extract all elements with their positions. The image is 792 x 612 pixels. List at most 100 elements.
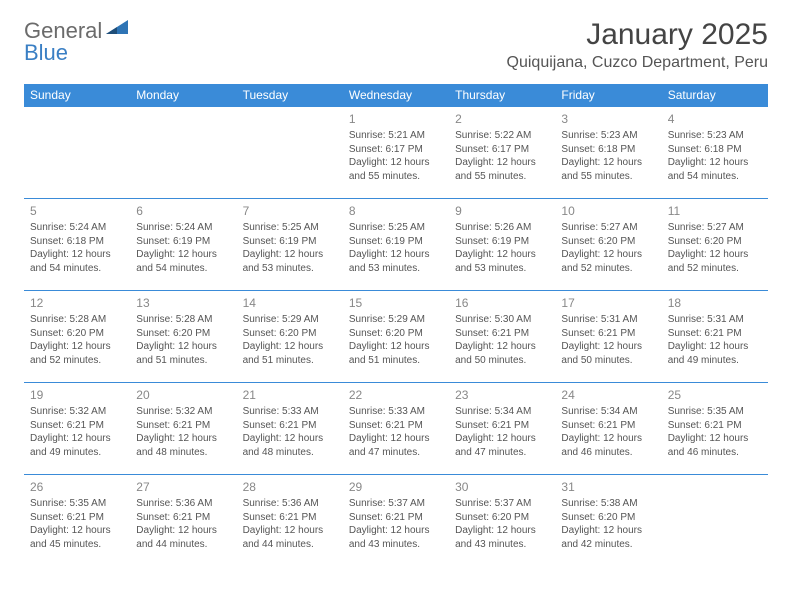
sunrise-line: Sunrise: 5:21 AM [349, 129, 443, 143]
daylight-line: Daylight: 12 hours and 43 minutes. [455, 524, 549, 551]
daylight-line: Daylight: 12 hours and 42 minutes. [561, 524, 655, 551]
day-number: 27 [136, 479, 230, 495]
calendar-day-cell: 5 Sunrise: 5:24 AMSunset: 6:18 PMDaylight… [24, 199, 130, 291]
calendar-day-cell: 3Sunrise: 5:23 AMSunset: 6:18 PMDaylight… [555, 107, 661, 199]
calendar-day-cell: 26Sunrise: 5:35 AMSunset: 6:21 PMDayligh… [24, 475, 130, 567]
day-number: 28 [243, 479, 337, 495]
sunset-line: Sunset: 6:19 PM [349, 235, 443, 249]
daylight-line: Daylight: 12 hours and 51 minutes. [349, 340, 443, 367]
sunset-line: Sunset: 6:21 PM [243, 419, 337, 433]
day-number: 14 [243, 295, 337, 311]
day-number: 9 [455, 203, 549, 219]
calendar-day-cell: 25Sunrise: 5:35 AMSunset: 6:21 PMDayligh… [662, 383, 768, 475]
calendar-day-cell: 14Sunrise: 5:29 AMSunset: 6:20 PMDayligh… [237, 291, 343, 383]
calendar-day-cell: 11Sunrise: 5:27 AMSunset: 6:20 PMDayligh… [662, 199, 768, 291]
daylight-line: Daylight: 12 hours and 44 minutes. [243, 524, 337, 551]
sunrise-line: Sunrise: 5:24 AM [30, 221, 124, 235]
daylight-line: Daylight: 12 hours and 50 minutes. [561, 340, 655, 367]
daylight-line: Daylight: 12 hours and 48 minutes. [243, 432, 337, 459]
daylight-line: Daylight: 12 hours and 46 minutes. [561, 432, 655, 459]
weekday-header: Monday [130, 84, 236, 107]
day-number: 22 [349, 387, 443, 403]
sunset-line: Sunset: 6:21 PM [30, 511, 124, 525]
daylight-line: Daylight: 12 hours and 54 minutes. [30, 248, 124, 275]
day-number: 11 [668, 203, 762, 219]
day-number: 26 [30, 479, 124, 495]
logo-mark-icon [106, 20, 128, 43]
page-title: January 2025 [507, 18, 768, 52]
daylight-line: Daylight: 12 hours and 53 minutes. [349, 248, 443, 275]
sunrise-line: Sunrise: 5:37 AM [349, 497, 443, 511]
sunset-line: Sunset: 6:21 PM [668, 327, 762, 341]
day-number: 2 [455, 111, 549, 127]
calendar-table: SundayMondayTuesdayWednesdayThursdayFrid… [24, 84, 768, 567]
calendar-day-cell: 4Sunrise: 5:23 AMSunset: 6:18 PMDaylight… [662, 107, 768, 199]
day-number: 3 [561, 111, 655, 127]
daylight-line: Daylight: 12 hours and 53 minutes. [243, 248, 337, 275]
day-number: 16 [455, 295, 549, 311]
sunrise-line: Sunrise: 5:29 AM [349, 313, 443, 327]
sunset-line: Sunset: 6:21 PM [349, 419, 443, 433]
daylight-line: Daylight: 12 hours and 44 minutes. [136, 524, 230, 551]
calendar-day-cell: 2Sunrise: 5:22 AMSunset: 6:17 PMDaylight… [449, 107, 555, 199]
sunrise-line: Sunrise: 5:27 AM [668, 221, 762, 235]
sunset-line: Sunset: 6:19 PM [136, 235, 230, 249]
sunset-line: Sunset: 6:21 PM [349, 511, 443, 525]
calendar-day-cell: 13Sunrise: 5:28 AMSunset: 6:20 PMDayligh… [130, 291, 236, 383]
sunrise-line: Sunrise: 5:31 AM [668, 313, 762, 327]
calendar-day-cell: 21Sunrise: 5:33 AMSunset: 6:21 PMDayligh… [237, 383, 343, 475]
calendar-day-cell: 10Sunrise: 5:27 AMSunset: 6:20 PMDayligh… [555, 199, 661, 291]
daylight-line: Daylight: 12 hours and 49 minutes. [668, 340, 762, 367]
sunrise-line: Sunrise: 5:36 AM [136, 497, 230, 511]
weekday-header: Thursday [449, 84, 555, 107]
sunset-line: Sunset: 6:21 PM [561, 419, 655, 433]
daylight-line: Daylight: 12 hours and 48 minutes. [136, 432, 230, 459]
calendar-day-cell: 24Sunrise: 5:34 AMSunset: 6:21 PMDayligh… [555, 383, 661, 475]
calendar-day-cell: 20Sunrise: 5:32 AMSunset: 6:21 PMDayligh… [130, 383, 236, 475]
weekday-header: Wednesday [343, 84, 449, 107]
sunrise-line: Sunrise: 5:33 AM [349, 405, 443, 419]
sunset-line: Sunset: 6:18 PM [30, 235, 124, 249]
calendar-day-cell: 23Sunrise: 5:34 AMSunset: 6:21 PMDayligh… [449, 383, 555, 475]
page-header: General January 2025 Quiquijana, Cuzco D… [24, 18, 768, 72]
day-number: 25 [668, 387, 762, 403]
sunrise-line: Sunrise: 5:22 AM [455, 129, 549, 143]
sunrise-line: Sunrise: 5:25 AM [243, 221, 337, 235]
sunset-line: Sunset: 6:21 PM [30, 419, 124, 433]
sunset-line: Sunset: 6:17 PM [455, 143, 549, 157]
day-number: 19 [30, 387, 124, 403]
calendar-empty-cell [130, 107, 236, 199]
calendar-body: 1 Sunrise: 5:21 AM Sunset: 6:17 PM Daylight… [24, 107, 768, 567]
daylight-line: Daylight: 12 hours and 52 minutes. [30, 340, 124, 367]
calendar-day-cell: 12Sunrise: 5:28 AMSunset: 6:20 PMDayligh… [24, 291, 130, 383]
calendar-day-cell: 19Sunrise: 5:32 AMSunset: 6:21 PMDayligh… [24, 383, 130, 475]
day-number: 29 [349, 479, 443, 495]
weekday-header: Friday [555, 84, 661, 107]
calendar-week-row: 26Sunrise: 5:35 AMSunset: 6:21 PMDayligh… [24, 475, 768, 567]
daylight-line: Daylight: 12 hours and 50 minutes. [455, 340, 549, 367]
sunrise-line: Sunrise: 5:36 AM [243, 497, 337, 511]
sunrise-line: Sunrise: 5:23 AM [561, 129, 655, 143]
sunrise-line: Sunrise: 5:27 AM [561, 221, 655, 235]
sunrise-line: Sunrise: 5:25 AM [349, 221, 443, 235]
calendar-week-row: 1 Sunrise: 5:21 AM Sunset: 6:17 PM Daylight… [24, 107, 768, 199]
daylight-line: Daylight: 12 hours and 54 minutes. [668, 156, 762, 183]
calendar-day-cell: 15Sunrise: 5:29 AMSunset: 6:20 PMDayligh… [343, 291, 449, 383]
calendar-header-row: SundayMondayTuesdayWednesdayThursdayFrid… [24, 84, 768, 107]
sunrise-line: Sunrise: 5:29 AM [243, 313, 337, 327]
sunset-line: Sunset: 6:20 PM [30, 327, 124, 341]
sunset-line: Sunset: 6:20 PM [243, 327, 337, 341]
day-number: 5 [30, 203, 124, 219]
sunrise-line: Sunrise: 5:26 AM [455, 221, 549, 235]
daylight-line: Daylight: 12 hours and 53 minutes. [455, 248, 549, 275]
day-number: 1 [349, 111, 443, 127]
calendar-empty-cell [237, 107, 343, 199]
logo-word-2: Blue [24, 40, 68, 65]
calendar-empty-cell [24, 107, 130, 199]
sunrise-line: Sunrise: 5:23 AM [668, 129, 762, 143]
daylight-line: Daylight: 12 hours and 55 minutes. [561, 156, 655, 183]
calendar-day-cell: 9 Sunrise: 5:26 AMSunset: 6:19 PMDaylight… [449, 199, 555, 291]
sunset-line: Sunset: 6:19 PM [455, 235, 549, 249]
day-number: 23 [455, 387, 549, 403]
weekday-header: Saturday [662, 84, 768, 107]
